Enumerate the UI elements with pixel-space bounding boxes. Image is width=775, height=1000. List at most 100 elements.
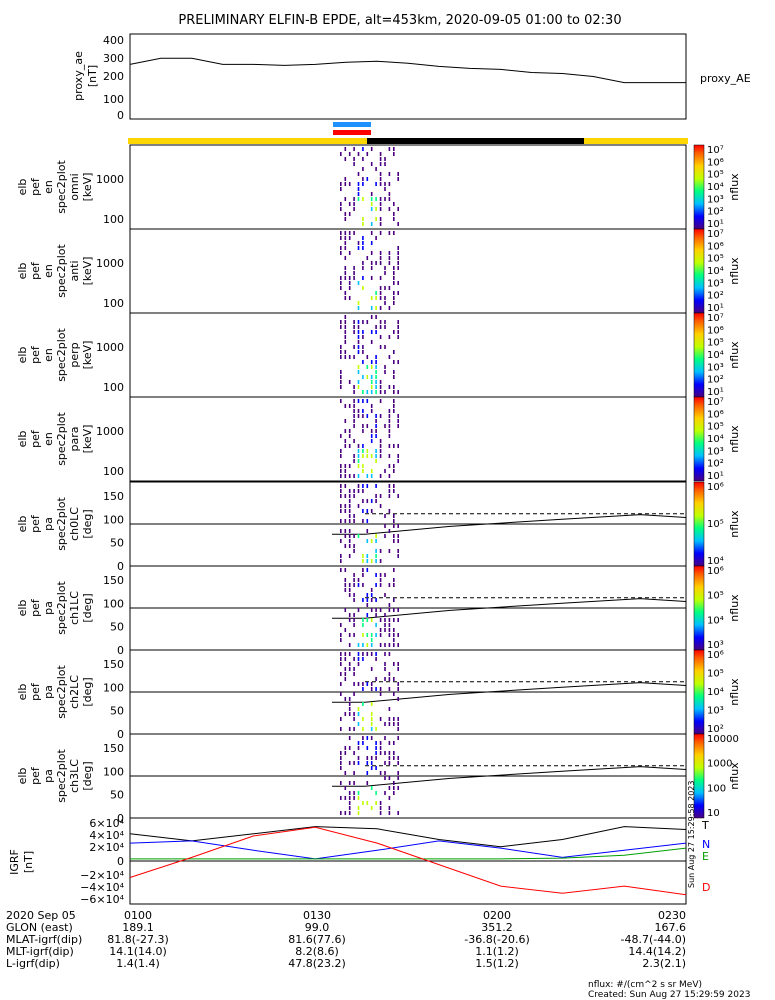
spectrogram-cell	[362, 182, 364, 186]
spectrogram-cell	[379, 335, 382, 339]
spectrogram-cell	[370, 340, 373, 344]
bar-blue	[333, 122, 371, 127]
spectrogram-cell	[370, 315, 373, 319]
spectrogram-cell	[344, 712, 347, 716]
spectrogram-cell	[388, 672, 391, 676]
colorbar-tick: 10⁷	[707, 229, 724, 240]
spectrogram-cell	[379, 494, 382, 498]
spectrogram-cell	[379, 157, 382, 161]
spectrogram-cell	[362, 568, 364, 572]
spectrogram-cell	[353, 657, 355, 661]
spectrogram-cell	[366, 529, 369, 533]
colorbar-scale	[693, 228, 705, 314]
colorbar-tick: 10¹	[707, 471, 724, 482]
colorbar-label: nflux	[728, 173, 741, 201]
colorbar-tick: 10²	[707, 724, 724, 735]
spectrogram-cell	[379, 390, 382, 394]
spectrogram-cell	[375, 623, 377, 627]
spectrogram-cell	[370, 687, 373, 691]
spectrogram-cell	[375, 385, 377, 389]
spectrogram-cell	[370, 375, 373, 379]
spectrogram-cell	[362, 350, 364, 354]
spectrogram-cell	[384, 722, 386, 726]
spectrogram-cell	[357, 449, 360, 453]
spectrogram-cell	[353, 549, 355, 553]
spectrogram-cell	[362, 236, 364, 240]
spectrogram-cell	[375, 217, 377, 221]
spectrogram-cell	[397, 444, 399, 448]
spectrogram-cell	[393, 519, 395, 523]
spectrogram-cell	[393, 375, 395, 379]
spectrogram-cell	[370, 231, 373, 235]
spectrogram-cell	[344, 677, 347, 681]
spectrogram-cell	[388, 529, 391, 533]
spectrogram-cell	[393, 301, 395, 305]
spectrogram-cell	[393, 717, 395, 721]
spectrogram-cell	[340, 281, 342, 285]
spectrogram-cell	[340, 236, 342, 240]
tick-label: 100	[103, 681, 124, 694]
spectrogram-cell	[375, 207, 377, 211]
spectrogram-cell	[388, 811, 391, 815]
spectrogram-cell	[397, 454, 399, 458]
spectrogram-cell	[362, 147, 364, 151]
spectrogram-cell	[375, 296, 377, 300]
spectrogram-cell	[388, 722, 391, 726]
spectrogram-cell	[344, 212, 347, 216]
spectrogram-cell	[393, 202, 395, 206]
spectrogram-cell	[366, 365, 369, 369]
spectrogram-cell	[388, 385, 391, 389]
spectrogram-cell	[357, 345, 360, 349]
spectrogram-cell	[388, 806, 391, 810]
spectrogram-cell	[375, 419, 377, 423]
spectrogram-cell	[388, 603, 391, 607]
spectrogram-cell	[379, 320, 382, 324]
spectrogram-cell	[340, 464, 342, 468]
spectrogram-cell	[384, 157, 386, 161]
spectrogram-cell	[362, 241, 364, 245]
spectrogram-cell	[366, 554, 369, 558]
colorbar-label: nflux	[728, 594, 741, 622]
spectrogram-cell	[353, 573, 355, 577]
spectrogram-cell	[370, 251, 373, 255]
spectrogram-cell	[366, 781, 369, 785]
spectrogram-cell	[362, 623, 364, 627]
colorbar-tick: 10²	[707, 459, 724, 470]
spectrogram-cell	[397, 325, 399, 329]
spectrogram-cell	[375, 549, 377, 553]
created-stamp: Created: Sun Aug 27 15:29:59 2023	[588, 990, 750, 1000]
spectrogram-cell	[348, 761, 351, 765]
spectrogram-cell	[384, 345, 386, 349]
spectrogram-cell	[388, 429, 391, 433]
spectrogram-cell	[393, 330, 395, 334]
spectrogram-cell	[344, 578, 347, 582]
colorbar-tick: 10⁷	[707, 145, 724, 156]
ylabel-text: spec2plot	[55, 160, 68, 214]
ylabel-text: en	[42, 432, 55, 446]
colorbar-tick: 10²	[707, 375, 724, 386]
ylabel-text: ch1LC	[68, 591, 81, 625]
spectrogram-cell	[375, 197, 377, 201]
igrf-tick: 6×10⁴	[89, 817, 124, 830]
spectrogram-cell	[375, 375, 377, 379]
ylabel-text: elb	[16, 431, 29, 448]
colorbar-tick: 10⁵	[707, 519, 724, 530]
spectrogram-cell	[384, 628, 386, 632]
spectrogram-cell	[375, 291, 377, 295]
spectrogram-cell	[353, 459, 355, 463]
spectrogram-cell	[397, 618, 399, 622]
spectrogram-cell	[340, 449, 342, 453]
spectrogram-cell	[353, 613, 355, 617]
spectrogram-cell	[348, 736, 351, 740]
spectrogram-cell	[362, 399, 364, 403]
spectrogram-cell	[362, 702, 364, 706]
spectrogram-cell	[370, 509, 373, 513]
ae-tick: 400	[103, 34, 124, 47]
panel-perp: elb pef en spec2plot perp [keV] 1000 100	[16, 312, 687, 398]
spectrogram-cell	[397, 717, 399, 721]
side-stamp: Sun Aug 27 15:29:58 2023	[687, 781, 696, 888]
spectrogram-cell	[388, 509, 391, 513]
spectrogram-cell	[348, 811, 351, 815]
spectrogram-cell	[393, 266, 395, 270]
